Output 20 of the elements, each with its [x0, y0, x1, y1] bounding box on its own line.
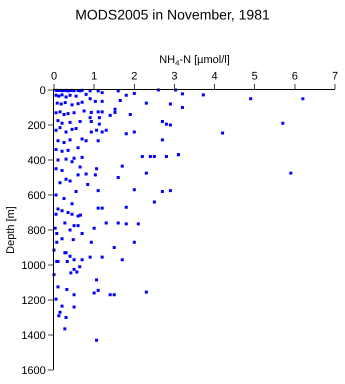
- x-tick-label: 4: [212, 70, 218, 83]
- x-tick-label: 7: [332, 70, 338, 83]
- y-tick-label: 1400: [21, 330, 46, 342]
- x-tick-label: 1: [91, 70, 98, 83]
- y-tick-label: 400: [27, 154, 46, 167]
- x-axis-title: NH$_{4}$-N [µmol/l]: [159, 54, 230, 68]
- x-tick-label: 0: [50, 70, 58, 83]
- y-tick-label: 1600: [21, 364, 46, 377]
- y-axis-title: Depth [m]: [4, 206, 17, 254]
- x-tick-label: 2: [131, 70, 138, 83]
- x-tick-label: 5: [252, 70, 258, 83]
- y-tick-label: 1200: [21, 294, 46, 307]
- y-tick-label: 200: [27, 120, 46, 132]
- x-tick-label: 6: [292, 70, 298, 83]
- y-tick-label: 600: [27, 190, 46, 202]
- y-tick-label: 800: [27, 224, 46, 237]
- chart-title: MODS2005 in November, 1981: [75, 6, 270, 22]
- y-tick-label: 0: [40, 84, 46, 97]
- x-tick-label: 3: [171, 70, 178, 83]
- y-tick-label: 1000: [21, 260, 46, 272]
